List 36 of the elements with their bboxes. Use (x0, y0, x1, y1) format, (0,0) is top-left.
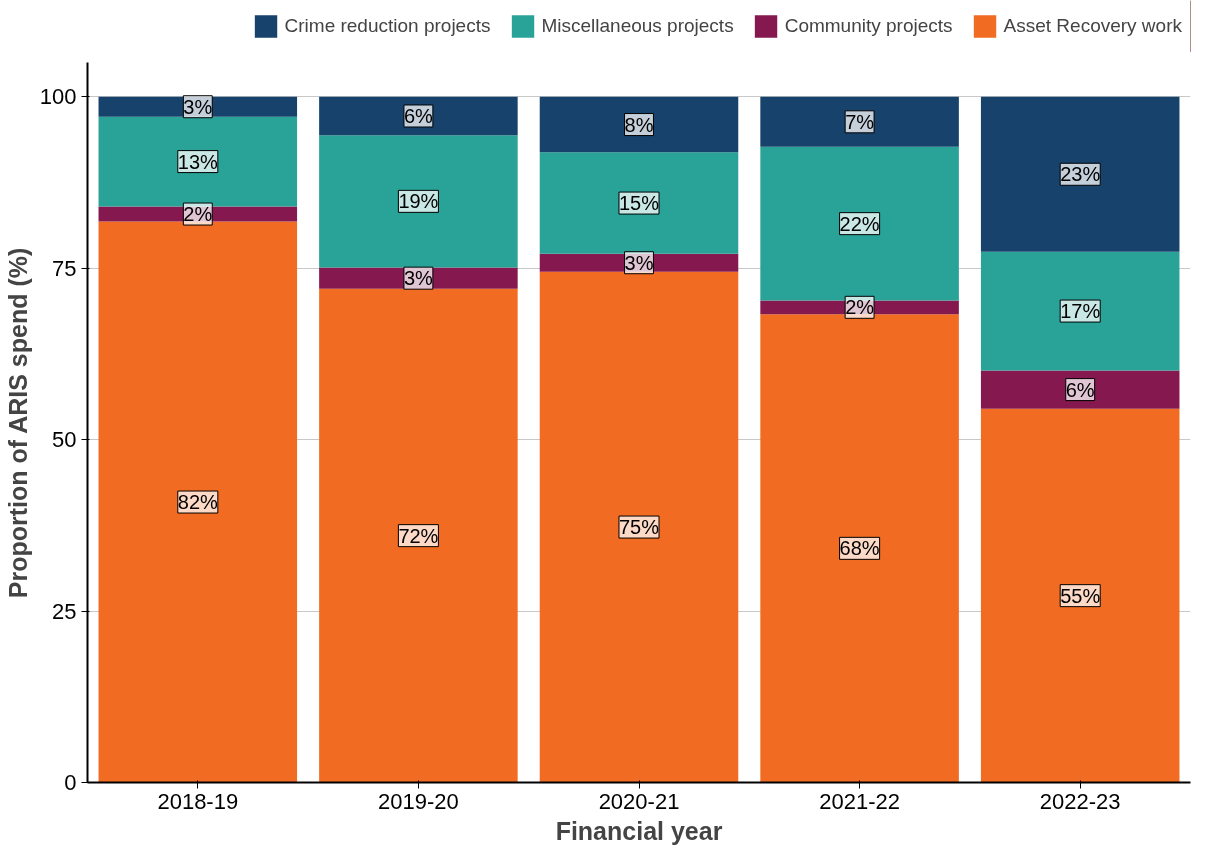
x-tick-label: 2020-21 (598, 788, 680, 814)
y-tick-label: 100 (39, 84, 77, 110)
data-label: 68% (839, 537, 880, 560)
x-tick-label: 2021-22 (819, 788, 900, 814)
x-tick-label: 2022-23 (1039, 788, 1121, 814)
legend-label: Community projects (784, 15, 953, 37)
y-tick-label: 50 (52, 427, 77, 453)
legend-label: Crime reduction projects (284, 15, 491, 37)
data-label: 72% (398, 524, 439, 547)
y-tick-label: 75 (52, 255, 77, 281)
data-label: 19% (398, 190, 439, 213)
data-label: 82% (177, 491, 219, 514)
data-label: 17% (1060, 300, 1101, 323)
data-label: 22% (839, 212, 880, 235)
data-label: 3% (183, 95, 213, 118)
legend-label: Asset Recovery work (1003, 15, 1182, 37)
data-label: 3% (624, 251, 654, 274)
x-tick-label: 2019-20 (378, 788, 459, 814)
data-label: 8% (624, 113, 654, 136)
y-tick-label: 0 (64, 770, 77, 795)
data-label: 55% (1060, 584, 1101, 607)
legend-label: Miscellaneous projects (541, 15, 734, 37)
data-label: 7% (845, 110, 875, 133)
data-label: 2% (845, 296, 875, 319)
data-label: 2% (183, 203, 213, 226)
data-label: 6% (1065, 378, 1095, 401)
data-label: 13% (177, 150, 219, 173)
data-label: 6% (403, 104, 434, 127)
data-label: 3% (403, 267, 434, 290)
x-axis-title: Financial year (555, 816, 723, 845)
y-axis-title: Proportion of ARIS spend (%) (3, 247, 32, 599)
x-tick-label: 2018-19 (157, 788, 239, 814)
data-label: 23% (1060, 163, 1101, 186)
y-tick-label: 25 (52, 598, 77, 624)
data-label: 75% (618, 516, 660, 539)
data-label: 15% (618, 192, 660, 215)
